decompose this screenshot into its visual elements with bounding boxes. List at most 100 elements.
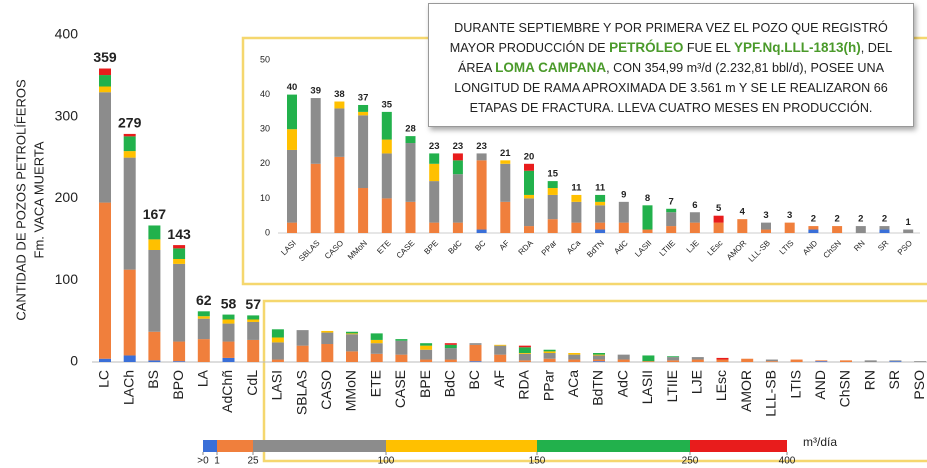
x-tick-label: BdTN [590,370,606,406]
inset-bar-segment [310,163,321,233]
inset-x-tick-label: SBLAS [297,239,322,264]
inset-y-tick-label: 50 [260,54,270,64]
bar-segment [148,360,161,362]
total-label: 23 [429,141,440,152]
total-label: 2 [811,214,816,225]
bar-segment [420,345,433,350]
inset-bar-segment [524,198,534,227]
bar-segment [123,136,136,152]
inset-bar-segment [547,181,558,189]
bar-segment [716,357,729,360]
inset-bar-segment [595,201,606,206]
inset-bar-segment [524,194,534,199]
bar-segment [494,354,507,362]
inset-x-tick-label: ACa [565,238,583,256]
inset-bar-segment [689,222,700,233]
bar-segment [197,318,210,340]
bar-segment [123,151,136,158]
inset-x-tick-label: CASO [323,239,345,261]
colorbar-segment [386,440,537,452]
inset-bar-segment [452,160,463,175]
bar-segment [691,359,704,362]
total-label: 37 [358,92,369,103]
bar-segment [296,330,309,346]
bar-segment [395,354,408,362]
annotation-text: YPF.Nq.LLL-1813(h) [733,40,861,55]
inset-bar-segment [595,194,606,202]
total-label: 167 [143,206,167,222]
inset-x-tick-label: LJE [685,239,701,255]
total-label: 2 [882,214,887,225]
bar-segment [765,361,778,362]
bar-segment [593,361,605,362]
x-tick-label: LA [195,369,211,387]
bar-segment [494,344,507,346]
bar-segment [420,349,433,360]
inset-bar-segment [310,98,321,164]
inset-bar-segment [618,201,629,223]
total-label: 279 [118,115,142,131]
bar-segment [222,314,235,320]
bar-segment [667,360,680,362]
annotation-text: , DEL ÁREA [458,41,893,75]
total-label: 3 [763,210,768,221]
inset-bar-segment [595,222,606,230]
annotation: DURANTE SEPTIEMBRE Y POR PRIMERA VEZ EL … [428,3,914,127]
bar-segment [247,321,260,340]
inset-bar-segment [405,136,416,144]
bar-segment [173,248,186,259]
inset-bar-segment [429,181,440,223]
inset-x-tick-label: AdC [612,238,630,256]
bar-segment [444,343,457,345]
inset-x-tick-label: BC [473,238,487,252]
bar-segment [148,250,161,332]
inset-bar-segment [287,149,297,223]
inset-bar-segment [381,111,392,140]
inset-x-tick-label: PPar [540,238,559,257]
bar-segment [741,358,754,362]
inset-x-tick-label: LEsc [706,239,725,258]
bar-segment [123,269,136,356]
inset-bar-segment [689,212,700,223]
bar-segment [99,75,111,87]
x-tick-label: SR [886,370,902,389]
colorbar-unit: m³/día [803,435,837,449]
total-label: 28 [405,124,416,135]
inset-y-tick-label: 30 [260,124,270,134]
bar-segment [247,339,260,362]
bar-segment [370,333,383,340]
bar-segment [99,68,111,76]
inset-bar-segment [571,201,582,223]
bar-segment [420,359,433,362]
bar-segment [99,92,111,203]
total-label: 2 [858,214,863,225]
y-tick-label: 0 [70,353,78,369]
colorbar-segment [203,440,217,452]
x-tick-label: LJE [689,370,705,394]
x-tick-label: LEsc [713,370,729,401]
x-tick-label: BPE [417,370,433,398]
inset-x-tick-label: LASI [279,239,298,258]
x-tick-label: BC [466,370,482,389]
inset-bar-segment [287,129,297,150]
x-tick-label: CASO [318,370,334,410]
bar-segment [99,86,111,93]
total-label: 3 [787,210,792,221]
bar-segment [889,361,902,362]
x-tick-label: LC [96,370,112,388]
bar-segment [420,343,433,346]
x-tick-label: LACh [120,370,136,405]
inset-x-tick-label: SR [876,238,890,252]
inset-x-tick-label: BdTN [585,238,606,259]
bar-segment [593,355,605,360]
bar-segment [444,359,457,362]
inset-x-tick-label: ETE [375,239,392,256]
inset-bar-segment [761,222,771,230]
y-axis-label: CANTIDAD DE POZOS PETROLÍFEROS [13,79,28,321]
x-tick-label: ETE [367,370,383,397]
bar-segment [173,341,186,362]
inset-bar-segment [524,170,534,195]
bar-segment [518,347,531,354]
